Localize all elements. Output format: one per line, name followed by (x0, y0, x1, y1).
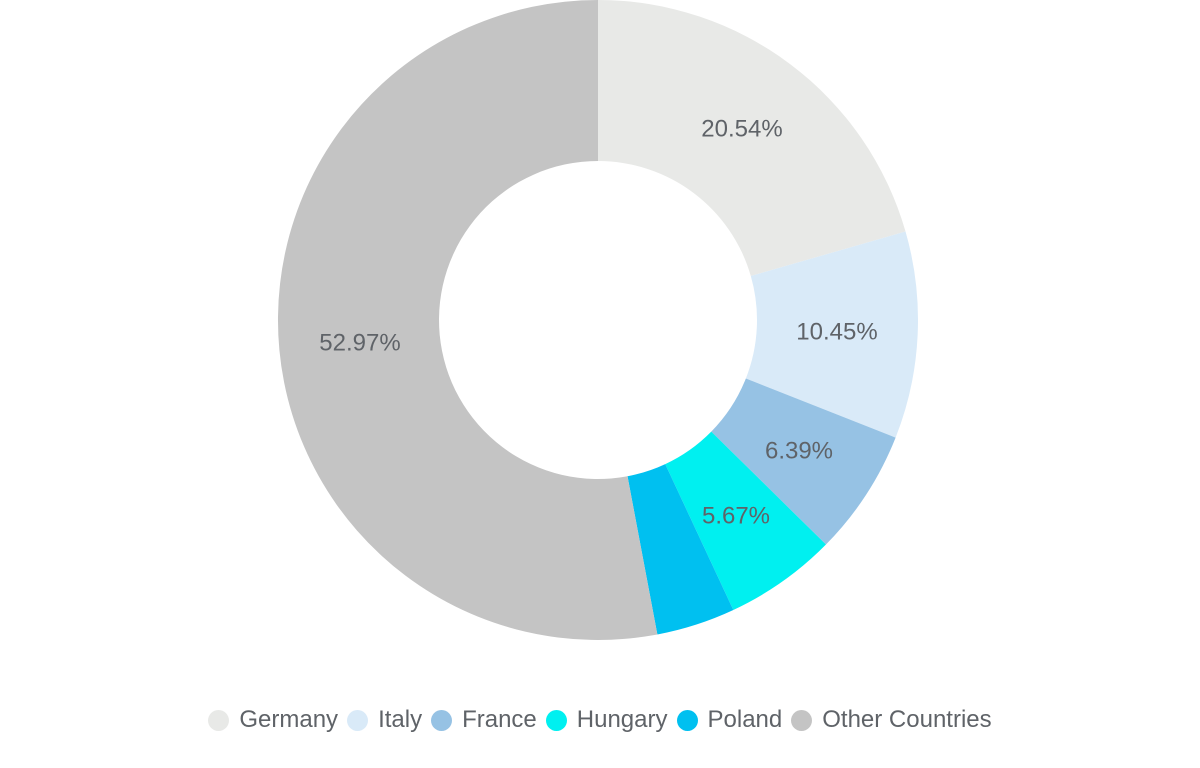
svg-text:6.39%: 6.39% (765, 438, 833, 465)
svg-text:20.54%: 20.54% (701, 116, 782, 143)
svg-text:52.97%: 52.97% (319, 330, 400, 357)
svg-text:10.45%: 10.45% (796, 319, 877, 346)
svg-text:5.67%: 5.67% (702, 503, 770, 530)
